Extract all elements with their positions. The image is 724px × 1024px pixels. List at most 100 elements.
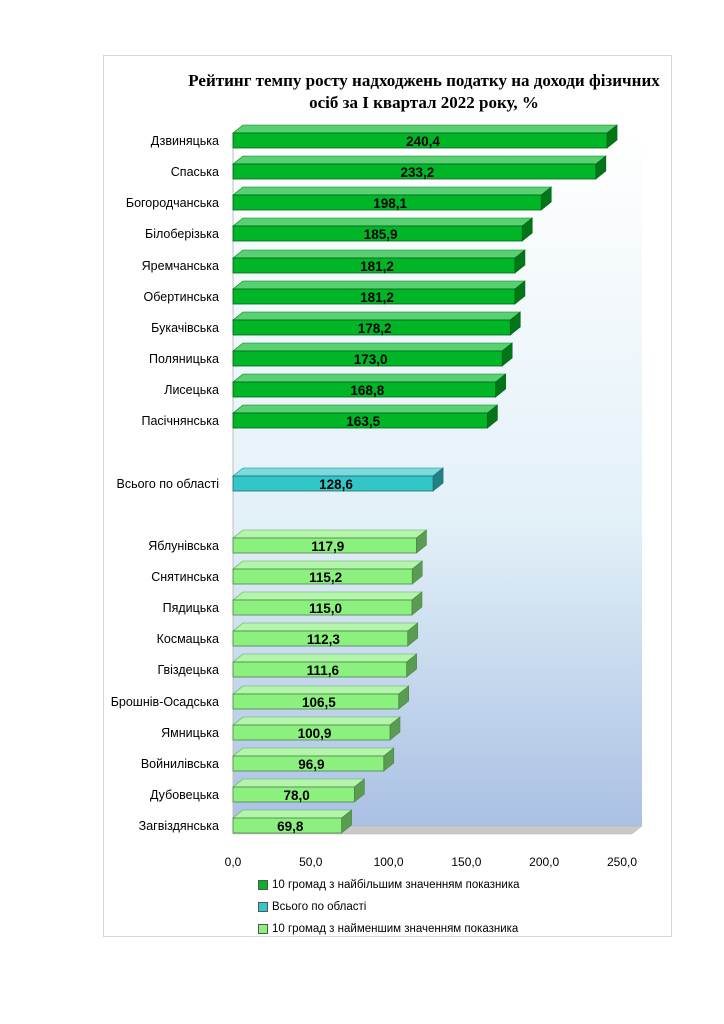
bar-top-face (232, 809, 353, 819)
category-label: Брошнів-Осадська (111, 695, 219, 709)
bar (232, 225, 523, 242)
category-label: Дзвиняцька (151, 134, 219, 148)
bar-top-face (232, 716, 401, 726)
bar-value-label: 185,9 (364, 227, 398, 242)
bar-group: 198,1 (232, 186, 553, 211)
bar-value-label: 106,5 (302, 695, 336, 710)
bar-value-label: 163,5 (346, 414, 380, 429)
bar-top-face (232, 653, 418, 663)
bar-group: 128,6 (232, 467, 444, 492)
category-label: Войнилівська (141, 757, 219, 771)
bar-top-face (232, 404, 499, 414)
legend-label-top: 10 громад з найбільшим значенням показни… (272, 879, 520, 891)
bar (232, 257, 516, 274)
bar-value-label: 240,4 (406, 134, 440, 149)
x-tick-label: 200,0 (529, 855, 559, 869)
bar (232, 599, 413, 616)
category-label: Дубовецька (150, 788, 219, 802)
legend-label-bottom: 10 громад з найменшим значенням показник… (272, 923, 519, 935)
bar-value-label: 128,6 (319, 477, 353, 492)
bar-group: 96,9 (232, 747, 395, 772)
bar-value-label: 181,2 (360, 259, 394, 274)
bar-group: 178,2 (232, 311, 522, 336)
bar (232, 475, 434, 492)
bar-group: 240,4 (232, 124, 618, 149)
x-tick-label: 0,0 (225, 855, 242, 869)
bar-top-face (232, 155, 607, 165)
bar-group: 185,9 (232, 217, 534, 242)
bar-top-face (232, 311, 522, 321)
bar (232, 630, 409, 647)
bar-value-label: 78,0 (284, 788, 310, 803)
category-label: Космацька (157, 632, 219, 646)
bar-group: 181,2 (232, 249, 526, 274)
bar-group: 163,5 (232, 404, 499, 429)
bar-group: 100,9 (232, 716, 401, 741)
bar-value-label: 178,2 (358, 321, 392, 336)
category-label: Загвіздянська (139, 819, 219, 833)
bar (232, 755, 385, 772)
bar-group: 111,6 (232, 653, 418, 678)
bar-value-label: 173,0 (354, 352, 388, 367)
bar-value-label: 112,3 (307, 632, 341, 647)
bar-group: 181,2 (232, 280, 526, 305)
bar (232, 163, 597, 180)
bar-top-face (232, 591, 423, 601)
bar-top-face (232, 467, 444, 477)
bar-group: 168,8 (232, 373, 507, 398)
bar (232, 693, 400, 710)
bar (232, 288, 516, 305)
x-tick-label: 100,0 (374, 855, 404, 869)
bar-value-label: 111,6 (307, 663, 340, 678)
bar-top-face (232, 560, 424, 570)
category-label: Всього по області (116, 477, 219, 491)
category-label: Лисецька (164, 383, 219, 397)
category-label: Пядицька (163, 601, 219, 615)
bar-top-face (232, 529, 428, 539)
bar-top-face (232, 280, 526, 290)
bar (232, 381, 497, 398)
bar-value-label: 100,9 (298, 726, 332, 741)
legend-item-top: 10 громад з найбільшим значенням показни… (258, 874, 520, 896)
category-label: Гвіздецька (157, 663, 219, 677)
bar (232, 661, 408, 678)
bar-top-face (232, 249, 526, 259)
bar-group: 233,2 (232, 155, 607, 180)
bar-group: 115,2 (232, 560, 424, 585)
bar-group: 69,8 (232, 809, 353, 834)
bar-value-label: 117,9 (311, 539, 344, 554)
category-label: Яблунівська (148, 539, 219, 553)
chart-title-line-1: Рейтинг темпу росту надходжень податку н… (188, 71, 660, 90)
bar-group: 78,0 (232, 778, 366, 803)
legend-swatch-bottom (258, 924, 268, 934)
bar-value-label: 115,0 (309, 601, 342, 616)
legend-label-total: Всього по області (272, 901, 367, 913)
bar-top-face (232, 622, 419, 632)
x-tick-label: 250,0 (607, 855, 637, 869)
bar-top-face (232, 373, 507, 383)
bar-value-label: 233,2 (401, 165, 435, 180)
bar (232, 350, 503, 367)
bars: 240,4 Дзвиняцька 233,2 Спаська 198,1 Богородч… (111, 124, 618, 834)
bar-value-label: 198,1 (373, 196, 407, 211)
bar-group: 173,0 (232, 342, 514, 367)
bar-top-face (232, 778, 366, 788)
bar-top-face (232, 747, 395, 757)
x-tick-label: 150,0 (451, 855, 481, 869)
bar (232, 568, 413, 585)
bar-top-face (232, 342, 514, 352)
category-label: Ямницька (161, 726, 219, 740)
bar-group: 117,9 (232, 529, 428, 554)
chart-title: Рейтинг темпу росту надходжень податку н… (150, 70, 698, 114)
bar (232, 194, 542, 211)
bar (232, 724, 391, 741)
bar-top-face (232, 217, 534, 227)
chart-title-line-2: осіб за І квартал 2022 року, % (309, 93, 539, 112)
bar-value-label: 115,2 (309, 570, 342, 585)
bar (232, 132, 608, 149)
bar-group: 112,3 (232, 622, 419, 647)
x-tick-label: 50,0 (299, 855, 323, 869)
bar-value-label: 96,9 (298, 757, 324, 772)
category-label: Спаська (171, 165, 219, 179)
bar-value-label: 69,8 (277, 819, 304, 834)
